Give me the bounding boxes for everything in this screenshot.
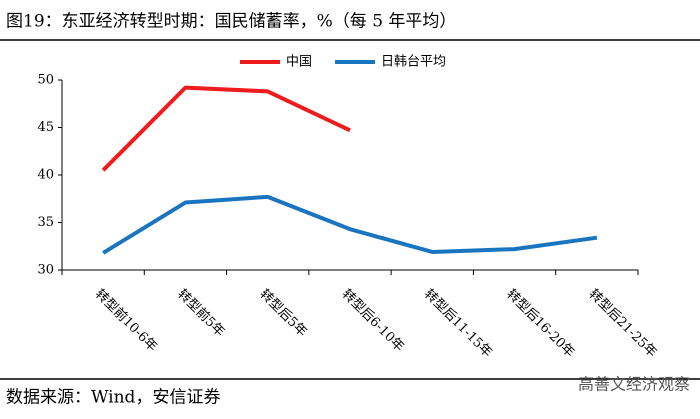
watermark: 高善文经济观察: [578, 375, 690, 394]
source: 数据来源：Wind，安信证券: [6, 388, 220, 408]
x-tick-label: 转型后16-20年: [503, 287, 577, 361]
x-tick-label: 转型后6-10年: [339, 287, 407, 355]
x-tick-label: 转型后5年: [256, 287, 309, 340]
y-tick-label: 35: [37, 215, 54, 230]
series-line: [101, 85, 351, 172]
y-tick-label: 45: [37, 120, 54, 135]
legend-label: 中国: [286, 55, 312, 70]
y-tick-label: 50: [37, 73, 54, 88]
chart-title: 图19：东亚经济转型时期：国民储蓄率，%（每 5 年平均）: [6, 12, 456, 32]
x-tick-label: 转型前10-6年: [92, 286, 161, 355]
y-tick-label: 30: [37, 263, 54, 278]
x-tick-label: 转型后21-25年: [586, 287, 660, 361]
y-tick-label: 40: [37, 168, 54, 183]
x-tick-label: 转型前5年: [174, 286, 228, 340]
x-tick-label: 转型后11-15年: [421, 287, 495, 361]
legend-label: 日韩台平均: [381, 55, 446, 70]
series-line: [102, 194, 598, 255]
